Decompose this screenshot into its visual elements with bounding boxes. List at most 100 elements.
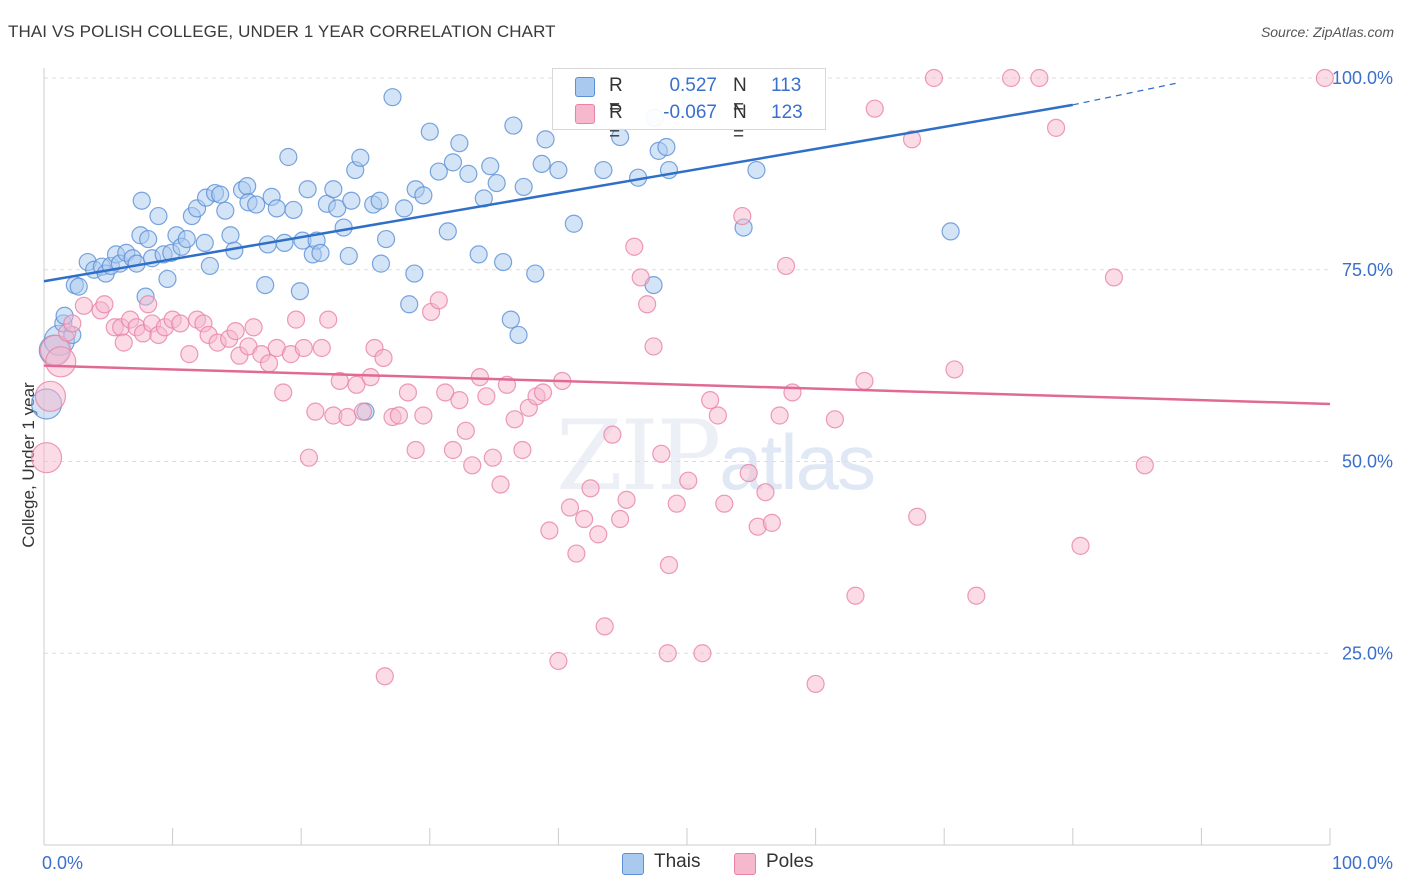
poles-point bbox=[389, 406, 409, 425]
thais-point bbox=[342, 191, 361, 210]
poles-point bbox=[294, 338, 313, 358]
poles-point bbox=[450, 391, 469, 410]
poles-point bbox=[483, 448, 502, 467]
thais-point bbox=[200, 256, 219, 276]
poles-point bbox=[286, 310, 306, 329]
poles-point bbox=[353, 402, 373, 421]
thais-point bbox=[195, 233, 214, 253]
poles-point bbox=[806, 674, 825, 694]
thais-point bbox=[504, 116, 523, 135]
y-tick-label: 75.0% bbox=[1342, 260, 1393, 280]
thais-point bbox=[494, 252, 513, 272]
thais-swatch-icon bbox=[575, 77, 595, 97]
thais-point bbox=[247, 195, 266, 214]
legend-label-poles: Poles bbox=[766, 851, 814, 872]
legend-r-value: -0.067 bbox=[663, 102, 717, 123]
poles-trend-line bbox=[43, 364, 1331, 406]
poles-point bbox=[463, 456, 482, 475]
poles-point bbox=[398, 383, 418, 402]
thais-point bbox=[438, 222, 457, 241]
thais-point bbox=[339, 246, 358, 266]
thais-point bbox=[594, 160, 613, 180]
poles-point bbox=[762, 513, 781, 532]
thais-point bbox=[549, 160, 568, 180]
poles-swatch-icon bbox=[575, 104, 595, 124]
poles-point bbox=[708, 406, 727, 425]
poles-point bbox=[274, 383, 293, 402]
poles-point bbox=[776, 256, 796, 276]
legend-n-label: N = bbox=[733, 75, 747, 118]
thais-point bbox=[370, 191, 389, 210]
poles-point bbox=[575, 509, 594, 529]
poles-point bbox=[244, 318, 263, 337]
thais-point bbox=[532, 154, 551, 174]
thais-point bbox=[443, 153, 463, 172]
poles-point bbox=[1071, 536, 1090, 555]
x-tick-label: 0.0% bbox=[42, 853, 83, 873]
thais-point bbox=[238, 177, 257, 196]
thais-point bbox=[487, 173, 506, 193]
thais-point bbox=[221, 226, 240, 245]
poles-point bbox=[595, 617, 614, 636]
poles-point bbox=[319, 310, 338, 329]
thais-point bbox=[536, 130, 555, 149]
poles-point bbox=[603, 425, 622, 444]
poles-point bbox=[701, 391, 720, 410]
poles-point bbox=[560, 498, 580, 517]
poles-point bbox=[902, 130, 922, 149]
thais-point bbox=[324, 180, 343, 199]
thais-point bbox=[481, 157, 500, 176]
poles-point bbox=[715, 494, 734, 513]
thais-point bbox=[334, 218, 353, 237]
poles-point bbox=[855, 371, 874, 391]
poles-point bbox=[338, 407, 357, 427]
thais-point bbox=[400, 295, 419, 314]
thais-point bbox=[351, 148, 370, 167]
poles-point bbox=[638, 295, 657, 314]
thais-point bbox=[371, 254, 391, 273]
poles-point bbox=[1046, 118, 1066, 137]
thais-point bbox=[469, 245, 488, 264]
poles-point bbox=[924, 68, 944, 88]
poles-point bbox=[659, 555, 679, 575]
y-tick-label: 25.0% bbox=[1342, 643, 1393, 663]
poles-point bbox=[756, 483, 775, 502]
thais-point bbox=[139, 229, 158, 249]
poles-point bbox=[581, 479, 600, 498]
thais-point bbox=[279, 147, 298, 167]
poles-point bbox=[114, 333, 133, 352]
poles-point bbox=[347, 375, 366, 394]
thais-swatch-icon bbox=[622, 853, 644, 875]
thais-point bbox=[526, 264, 545, 283]
poles-point bbox=[414, 406, 433, 425]
thais-point bbox=[564, 214, 583, 233]
poles-point bbox=[505, 410, 524, 429]
thais-point bbox=[275, 233, 294, 253]
poles-point bbox=[226, 322, 245, 341]
poles-point bbox=[1104, 268, 1124, 287]
y-axis-label: College, Under 1 year bbox=[19, 382, 38, 548]
stats-legend: R = 0.527 N = 113 R = -0.067 N = 123 bbox=[552, 68, 826, 145]
poles-point bbox=[631, 268, 650, 287]
legend-label-thais: Thais bbox=[654, 851, 701, 872]
y-tick-label: 50.0% bbox=[1342, 452, 1393, 472]
poles-point bbox=[456, 421, 475, 440]
thais-point bbox=[211, 185, 230, 204]
poles-point bbox=[30, 442, 63, 474]
poles-point bbox=[513, 440, 532, 460]
thais-point bbox=[657, 137, 676, 157]
poles-point bbox=[644, 337, 663, 356]
poles-point bbox=[693, 644, 712, 663]
legend-n-value: 113 bbox=[771, 75, 802, 96]
poles-point bbox=[967, 586, 986, 605]
poles-point bbox=[589, 525, 608, 544]
thais-point bbox=[298, 180, 317, 199]
thais-point bbox=[941, 222, 960, 241]
thais-point bbox=[69, 277, 88, 296]
thais-point bbox=[328, 199, 347, 218]
poles-point bbox=[611, 509, 630, 529]
poles-point bbox=[846, 586, 865, 605]
legend-n-value: 123 bbox=[771, 102, 803, 123]
poles-point bbox=[540, 521, 559, 540]
